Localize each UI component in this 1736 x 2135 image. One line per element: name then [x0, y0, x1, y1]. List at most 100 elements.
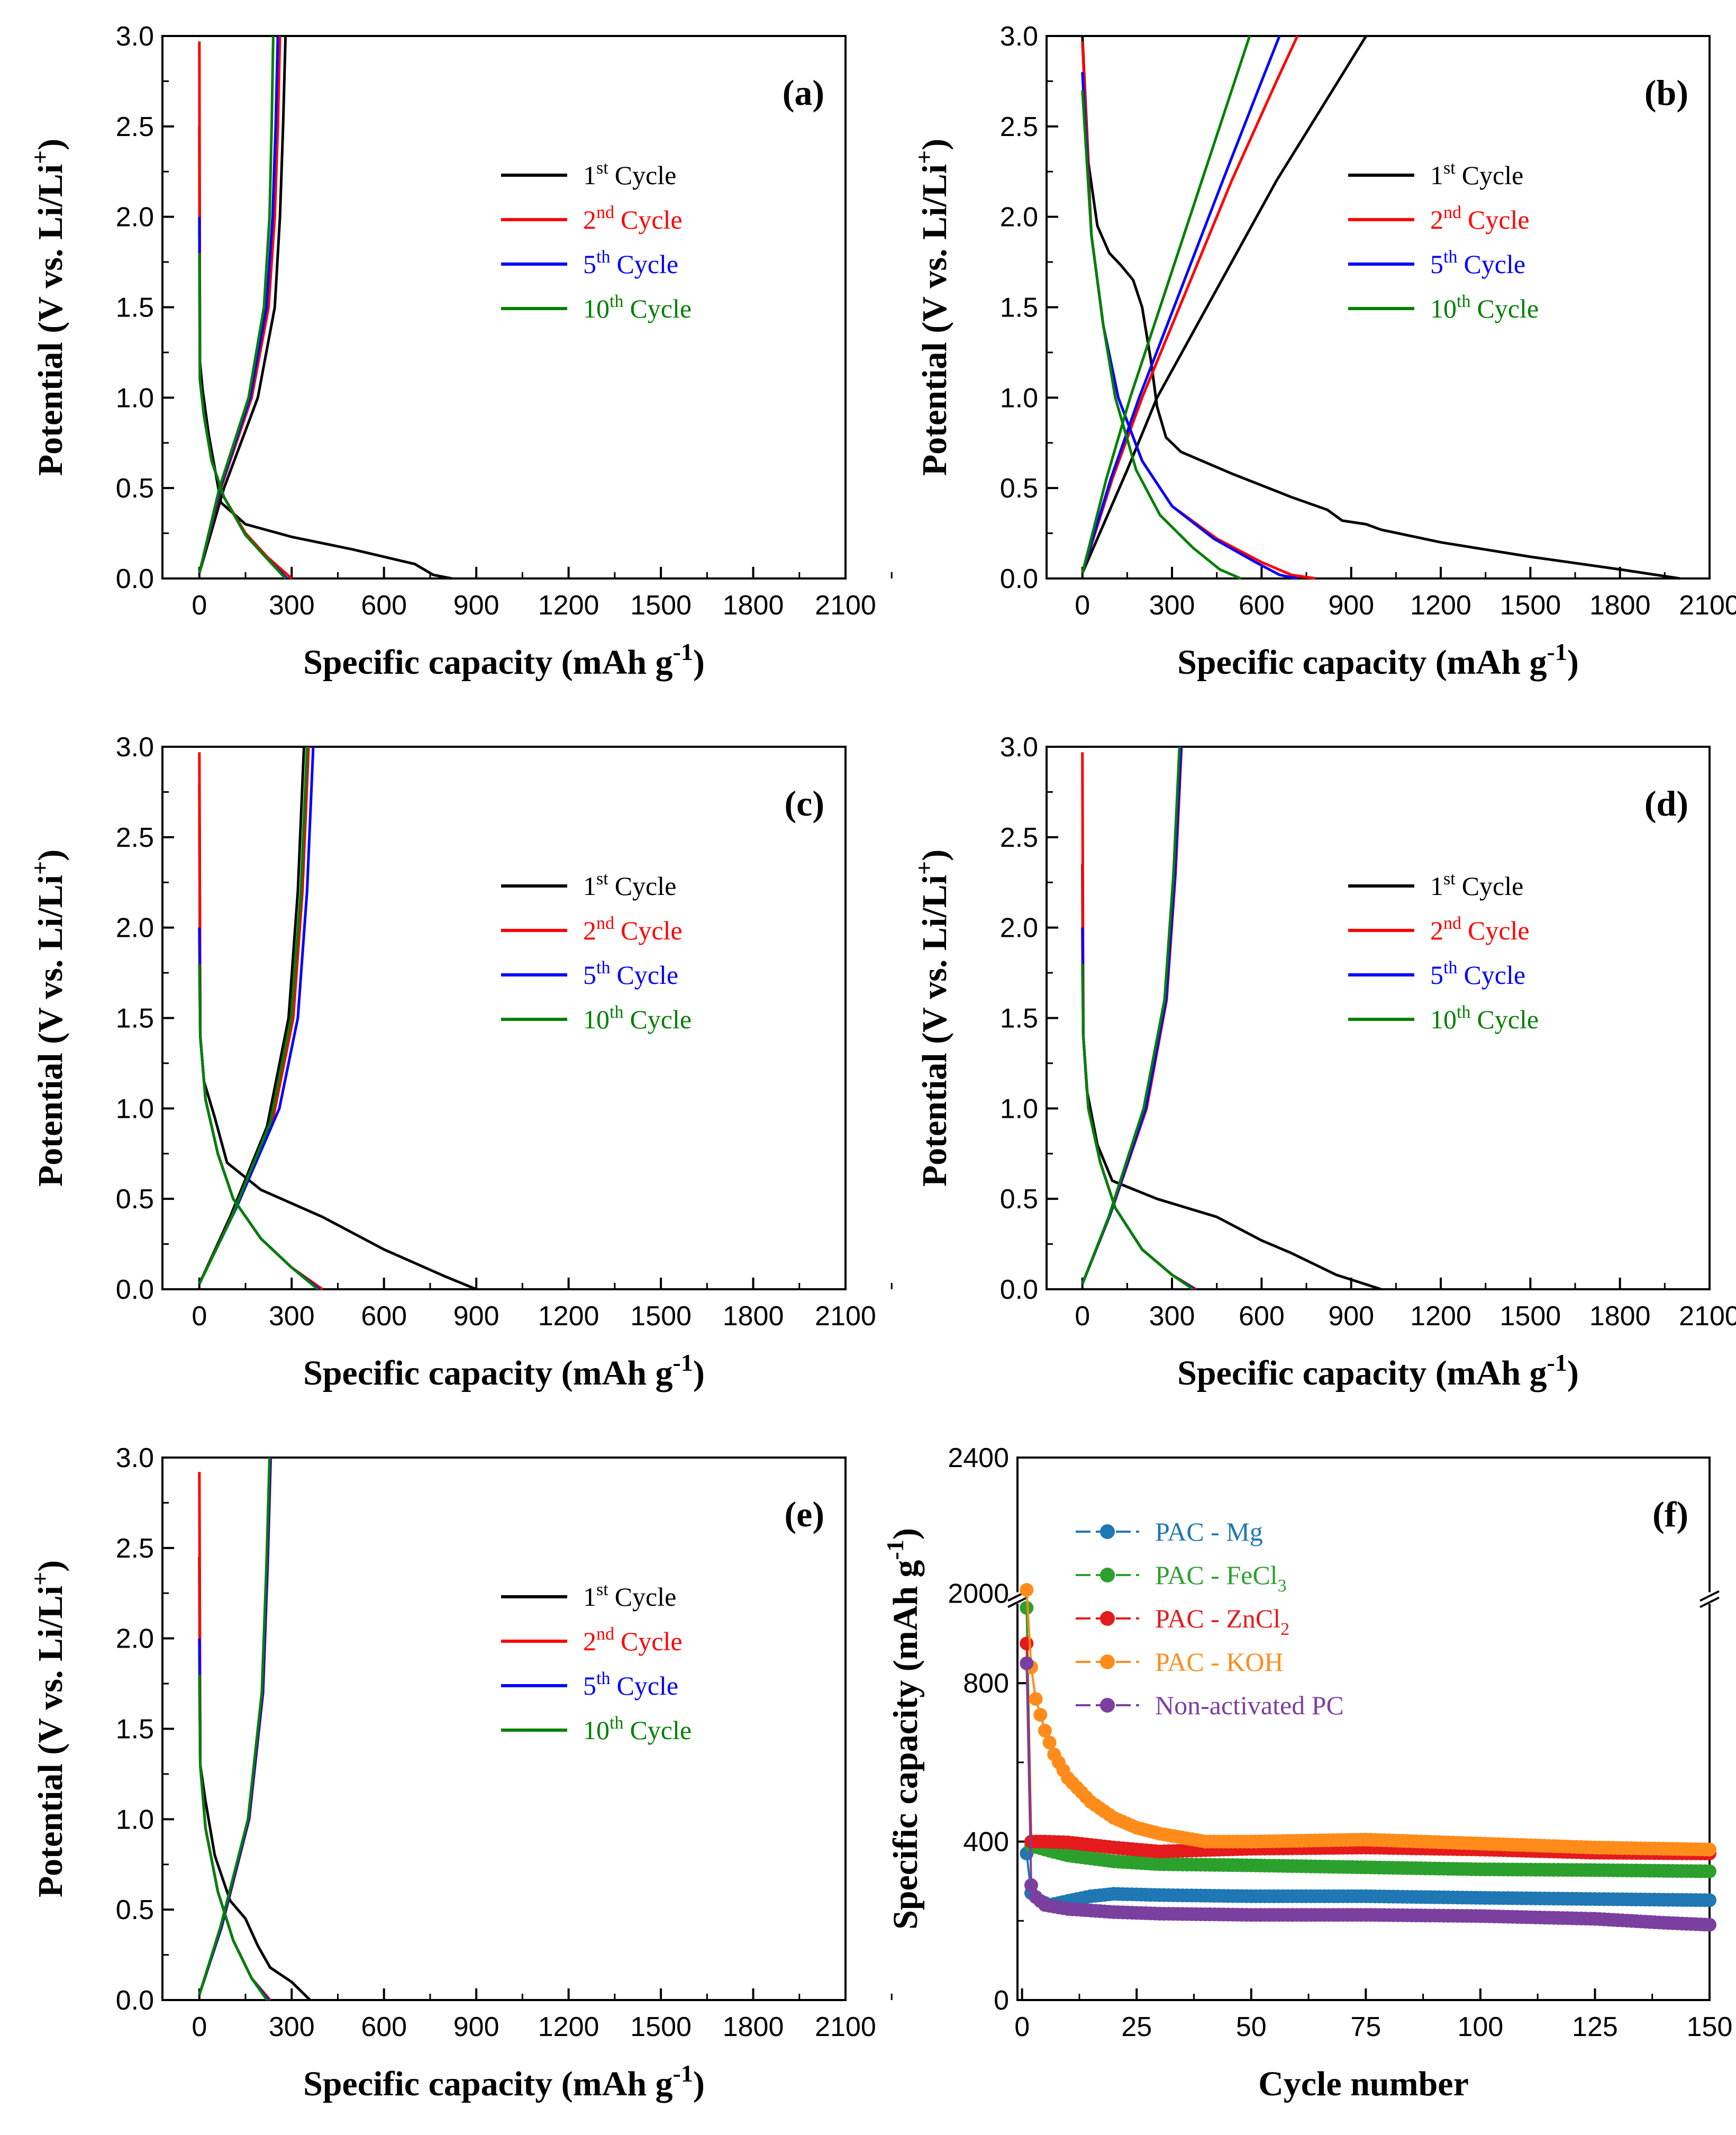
y-tick-label: 0.0	[1000, 1274, 1038, 1305]
legend-label: 10th Cycle	[583, 1002, 692, 1034]
y-axis-title: Potential (V vs. Li/Li+)	[26, 139, 70, 476]
x-axis: 0 300 600 900 1200 1500 1800 2100	[1075, 567, 1736, 621]
y-tick-label: 2.5	[1000, 112, 1038, 142]
series-line	[1081, 746, 1183, 1284]
x-tick-label: 1500	[1500, 590, 1561, 621]
y-tick-label: 1.5	[116, 1003, 154, 1034]
x-tick-label: 2100	[815, 2012, 876, 2042]
legend-label: 5th Cycle	[1430, 958, 1525, 990]
series-group	[198, 746, 477, 1291]
y-tick-label: 1.0	[1000, 383, 1038, 413]
y-tick-label: 1.5	[1000, 1003, 1038, 1034]
legend-label: 10th Cycle	[1430, 1002, 1539, 1034]
series-group	[1081, 35, 1680, 580]
y-tick-label: 1.5	[116, 1714, 154, 1745]
plot-frame	[1016, 1456, 1711, 2001]
series-line	[198, 1457, 272, 1995]
x-tick-label: 1500	[630, 590, 692, 621]
y-tick-label: 0.5	[116, 473, 154, 504]
legend-label: 5th Cycle	[583, 958, 678, 990]
legend-label: 1st Cycle	[583, 1580, 676, 1612]
x-tick-label: 600	[1239, 590, 1285, 621]
series-line	[1081, 35, 1281, 574]
x-axis-title: Specific capacity (mAh g-1)	[303, 2060, 705, 2103]
y-axis-title: Potential (V vs. Li/Li+)	[26, 849, 70, 1187]
y-tick-label: 1.0	[1000, 1093, 1038, 1124]
x-tick-label: 0	[192, 590, 207, 621]
legend-label: 5th Cycle	[583, 1669, 678, 1700]
data-point	[1703, 1917, 1716, 1932]
y-axis-title: Potential (V vs. Li/Li+)	[911, 849, 954, 1187]
y-tick-label: 0.0	[116, 564, 154, 594]
x-tick-label: 150	[1687, 2012, 1733, 2042]
legend-label: PAC - Mg	[1155, 1517, 1263, 1546]
series-line	[198, 1674, 268, 2001]
legend-label: PAC - KOH	[1155, 1647, 1284, 1677]
x-axis-title: Specific capacity (mAh g-1)	[1177, 1349, 1579, 1392]
panel-a: 0 300 600 900 1200 1500 1800 2100 0.0 0.5 1.0 1.5 2.…	[26, 21, 893, 682]
series-line	[1081, 72, 1298, 580]
legend-label: 2nd Cycle	[583, 203, 683, 234]
series-group	[198, 35, 452, 580]
data-point	[1042, 1735, 1057, 1750]
y-tick-label: 1.0	[116, 383, 154, 413]
x-tick-label: 1800	[723, 2012, 784, 2042]
x-tick-label: 600	[1239, 1301, 1285, 1332]
legend: PAC - Mg PAC - FeCl3 PAC - ZnCl2 PAC - KOH N…	[1076, 1517, 1344, 1720]
data-point	[1020, 1636, 1034, 1651]
x-tick-label: 300	[269, 590, 315, 621]
x-tick-label: 2100	[815, 590, 876, 621]
x-tick-label: 600	[361, 1301, 407, 1332]
legend: 1st Cycle 2nd Cycle 5th Cycle 10th Cycle	[1348, 158, 1539, 323]
panel-label: (b)	[1644, 73, 1688, 113]
x-tick-label: 2100	[815, 1301, 876, 1332]
series-line	[198, 963, 319, 1290]
data-point	[1703, 1864, 1716, 1878]
series-line	[1081, 927, 1195, 1291]
y-tick-label: 2.5	[116, 822, 154, 853]
y-tick-label: 2.0	[116, 913, 154, 944]
y-tick-label: 0.0	[116, 1274, 154, 1305]
panel-c: 0 300 600 900 1200 1500 1800 2100 0.0 0.5 1.0 1.5 2.…	[26, 732, 893, 1392]
y-axis: 0.0 0.5 1.0 1.5 2.0 2.5 3.0	[116, 21, 174, 594]
y-axis-title: Potential (V vs. Li/Li+)	[26, 1560, 70, 1897]
x-tick-label: 900	[1328, 590, 1374, 621]
y-tick-label: 2.5	[116, 1533, 154, 1564]
series-line	[1081, 35, 1368, 574]
x-tick-label: 900	[453, 2012, 499, 2042]
data-point	[1033, 1708, 1048, 1722]
y-tick-label: 2.0	[1000, 202, 1038, 233]
series-line	[1081, 746, 1183, 1284]
series-line	[1081, 746, 1181, 1284]
y-tick-label: 2.5	[1000, 822, 1038, 853]
axis-break-mark	[1699, 1596, 1720, 1608]
panel-b: 0 300 600 900 1200 1500 1800 2100 0.0 0.5 1.0 1.5 2.…	[911, 21, 1736, 682]
x-tick-label: 2100	[1679, 1301, 1736, 1332]
x-tick-label: 900	[453, 1301, 499, 1332]
y-tick-label: 3.0	[116, 1443, 154, 1473]
legend-label: 5th Cycle	[583, 247, 678, 279]
data-point	[1703, 1842, 1716, 1857]
axis-break-mark	[1007, 1596, 1028, 1608]
series-group	[198, 1457, 311, 2001]
x-tick-label: 1200	[1410, 590, 1471, 621]
y-tick-label: 3.0	[1000, 732, 1038, 763]
series-group	[1081, 746, 1381, 1291]
series-line	[1081, 35, 1680, 580]
legend-label: 2nd Cycle	[1430, 913, 1530, 945]
y-tick-label: 2.5	[116, 112, 154, 142]
x-tick-label: 1500	[630, 1301, 692, 1332]
series-line	[198, 1457, 271, 1995]
x-tick-label: 600	[361, 590, 407, 621]
y-axis: 0.0 0.5 1.0 1.5 2.0 2.5 3.0	[116, 732, 174, 1305]
y-axis: 0.0 0.5 1.0 1.5 2.0 2.5 3.0	[1000, 21, 1058, 594]
y-tick-label: 1.5	[1000, 293, 1038, 323]
y-axis-title: Potential (V vs. Li/Li+)	[911, 139, 954, 476]
series-line	[1081, 90, 1241, 580]
legend: 1st Cycle 2nd Cycle 5th Cycle 10th Cycle	[501, 869, 692, 1034]
y-tick-label: 2.0	[1000, 913, 1038, 944]
x-tick-label: 300	[1149, 1301, 1195, 1332]
x-tick-label: 1800	[723, 1301, 784, 1332]
series-line	[1081, 752, 1197, 1291]
y-tick-label: 2.0	[116, 1624, 154, 1654]
